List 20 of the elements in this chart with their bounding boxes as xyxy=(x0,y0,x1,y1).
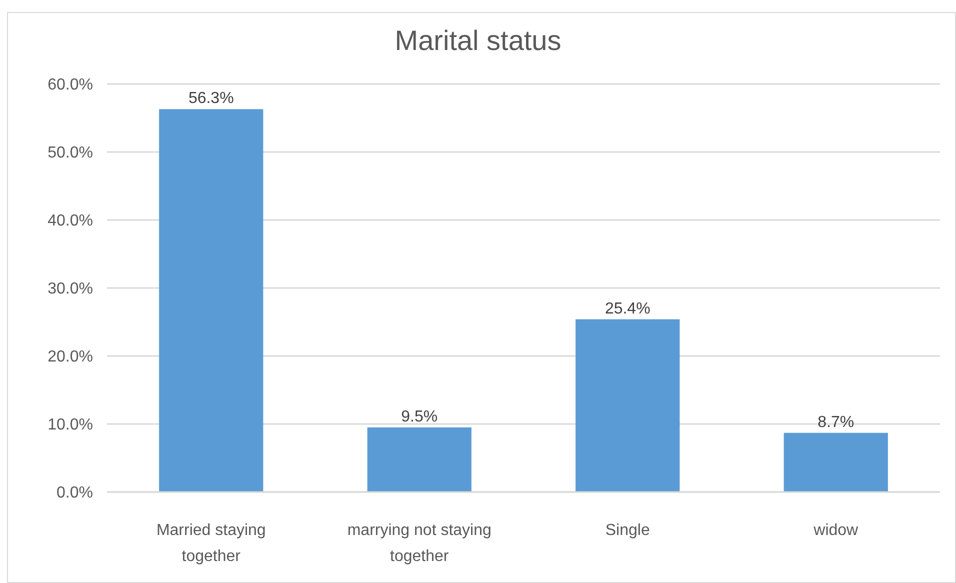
data-label: 9.5% xyxy=(401,408,438,426)
y-tick-label: 40.0% xyxy=(48,212,93,230)
x-tick-label: Single xyxy=(605,522,650,539)
bar xyxy=(159,109,264,492)
y-tick-label: 20.0% xyxy=(48,348,93,366)
data-label: 56.3% xyxy=(188,90,234,108)
bar xyxy=(576,319,680,492)
y-tick-label: 0.0% xyxy=(56,484,93,502)
y-tick-label: 50.0% xyxy=(48,144,93,162)
data-label: 25.4% xyxy=(604,300,650,318)
x-tick-label: widow xyxy=(812,522,859,539)
chart-title: Marital status xyxy=(394,25,562,56)
data-label: 8.7% xyxy=(818,414,854,431)
bar xyxy=(367,427,472,492)
x-tick-label: Married staying together xyxy=(156,522,266,565)
bar xyxy=(784,432,888,492)
y-tick-label: 60.0% xyxy=(48,76,93,94)
x-tick-label: marrying not staying together xyxy=(347,522,492,565)
y-tick-label: 30.0% xyxy=(48,280,93,298)
y-tick-label: 10.0% xyxy=(48,416,93,434)
